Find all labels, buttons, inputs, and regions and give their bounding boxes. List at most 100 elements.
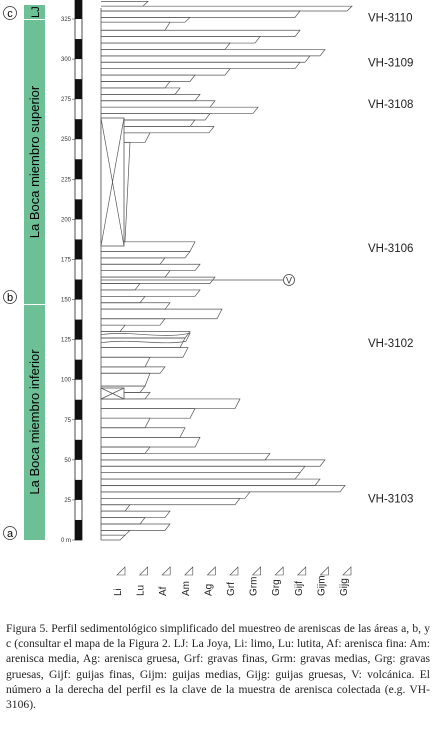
formation-label-upper: La Boca miembro superior: [27, 85, 42, 238]
grain-size-label: Grg: [271, 579, 282, 596]
grain-size-label: Li: [113, 588, 124, 596]
scale-tick-label: 275: [61, 97, 72, 103]
bed: [101, 55, 311, 63]
bed: [101, 318, 166, 326]
bed: [101, 472, 301, 480]
covered-interval-cross-2: [100, 117, 125, 247]
scale-tick-label: 175: [61, 257, 72, 263]
grain-size-triangle: [251, 566, 261, 576]
bed: [101, 308, 223, 320]
grain-size-triangle: [206, 566, 216, 576]
bed: [101, 251, 191, 259]
bed: [101, 485, 346, 493]
grain-size-triangle: [161, 566, 171, 576]
scale-bar-segment: [75, 279, 82, 300]
scale-bar-segment: [75, 239, 82, 260]
bed: [101, 366, 166, 374]
bed: [101, 302, 171, 310]
grain-size-axis: Li Lu Af Am Ag Grf Grm Grg Gijf Gijm Gijg: [113, 566, 352, 596]
bed: [101, 1, 149, 7]
bed: [101, 408, 196, 419]
section-marker-b: b: [3, 290, 17, 304]
scale-bar-segment: [75, 119, 82, 140]
volcanic-marker: V: [283, 274, 295, 286]
bed: [101, 324, 126, 332]
scale-bar-segment: [75, 199, 82, 220]
scale-ticks: 0 m 25 50 75 100 125 150 175 200 225 250 275 300 325: [61, 17, 75, 544]
bed: [101, 74, 196, 82]
grain-size-triangle: [116, 566, 126, 576]
bed: [101, 283, 141, 291]
section-label-a: a: [7, 528, 14, 540]
formation-label-lower: La Boca miembro inferior: [27, 349, 42, 495]
covered-small-cross-2: [100, 387, 125, 400]
formation-band-lower: [24, 305, 45, 540]
section-marker-c: c: [3, 6, 17, 20]
grain-size-label: Gijf: [294, 581, 305, 596]
bed: [101, 446, 151, 454]
section-label-b: b: [7, 292, 13, 304]
bed: [101, 100, 216, 108]
scale-tick-label: 75: [64, 418, 71, 424]
scale-bar: [74, 0, 83, 541]
bed: [101, 534, 126, 541]
grain-size-triangle: [342, 566, 352, 576]
bed: [101, 427, 186, 438]
bed: [101, 270, 171, 278]
bed: [101, 29, 301, 37]
bed: [101, 478, 321, 486]
scale-bar-segment: [75, 39, 82, 60]
bed: [101, 17, 191, 23]
grain-size-triangle: [319, 566, 329, 576]
scale-tick-label: 25: [64, 498, 71, 504]
sample-label: VH-3102: [368, 338, 413, 350]
bed: [101, 289, 201, 297]
bed: [101, 523, 171, 531]
column-beds: [100, 1, 353, 541]
grain-size-triangle: [138, 566, 148, 576]
grain-size-triangle: [297, 566, 307, 576]
bed: [101, 517, 146, 525]
sample-label: VH-3103: [368, 493, 413, 505]
bed: [101, 68, 231, 76]
scale-bar-segment: [75, 359, 82, 380]
scale-tick-label: 100: [61, 378, 72, 384]
scale-bar-segment: [75, 0, 82, 20]
bed: [101, 87, 181, 95]
scale-tick-label: 125: [61, 338, 72, 344]
formation-band-upper: [24, 20, 45, 304]
grain-size-label: Grm: [249, 577, 260, 596]
scale-bar-segment: [75, 439, 82, 460]
bed: [101, 21, 171, 31]
formation-label-lj: LJ: [30, 6, 42, 18]
scale-tick-label: 300: [61, 57, 72, 63]
sample-labels: VH-3110 VH-3109 VH-3108 VH-3106 VH-3102 VH-31…: [368, 12, 413, 505]
bed: [101, 459, 326, 467]
figure-caption: Figura 5. Perfil sedimentológico simplif…: [6, 622, 430, 712]
bed: [101, 398, 241, 409]
scale-tick-label: 200: [61, 217, 72, 223]
bed: [101, 36, 261, 44]
section-label-c: c: [7, 8, 13, 20]
stratigraphic-column-figure: LJ La Boca miembro superior La Boca miem…: [3, 0, 413, 596]
bed: [101, 126, 215, 134]
grain-size-triangle: [229, 566, 239, 576]
scale-tick-label: 325: [61, 17, 72, 23]
bed: [101, 61, 301, 70]
scale-bar-segment: [75, 399, 82, 420]
section-marker-a: a: [3, 526, 17, 540]
lithology-column: V: [100, 1, 353, 541]
bed: [101, 263, 201, 272]
bed: [101, 295, 146, 304]
sample-label: VH-3110: [368, 12, 413, 24]
scale-tick-label: 150: [61, 298, 72, 304]
bed: [101, 491, 251, 499]
bed: [101, 437, 201, 448]
covered-interval-small: [100, 387, 125, 400]
scale-bar-segment: [75, 79, 82, 100]
scale-bar-segment: [75, 519, 82, 540]
bed: [101, 530, 131, 536]
bed: [101, 465, 306, 474]
grain-size-triangle: [274, 566, 284, 576]
bed: [101, 5, 353, 12]
